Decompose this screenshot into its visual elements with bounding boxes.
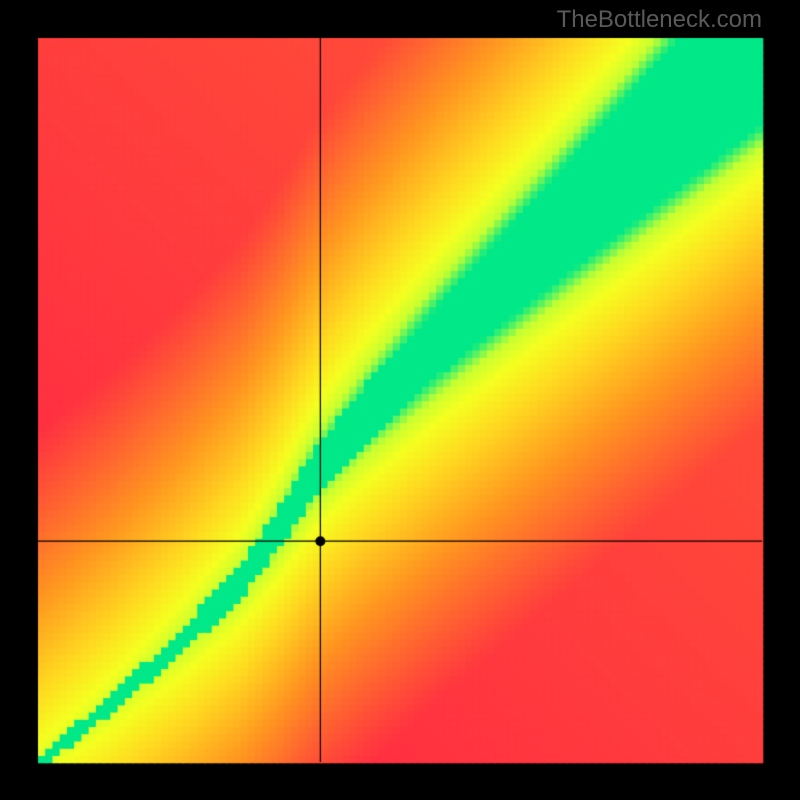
chart-container: TheBottleneck.com (0, 0, 800, 800)
watermark-text: TheBottleneck.com (557, 6, 762, 34)
bottleneck-heatmap (0, 0, 800, 800)
